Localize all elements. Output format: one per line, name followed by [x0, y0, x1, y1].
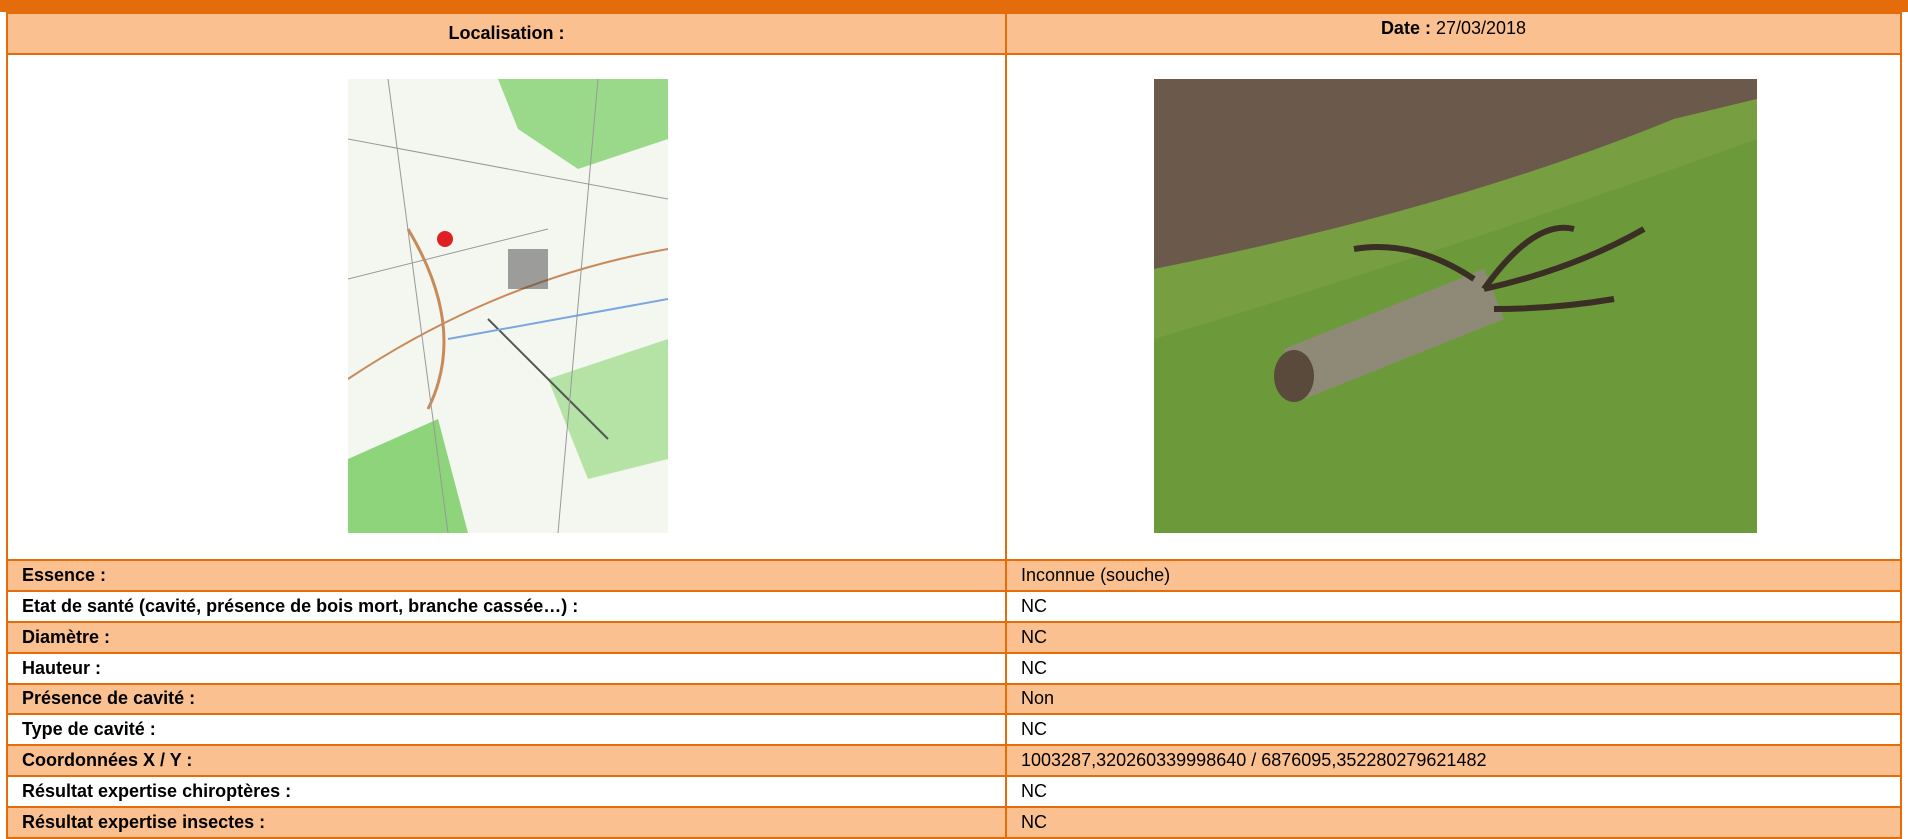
row-value: NC	[1005, 589, 1902, 623]
row-value: Inconnue (souche)	[1005, 559, 1902, 592]
row-label: Résultat expertise chiroptères :	[6, 775, 1007, 809]
date-value: 27/03/2018	[1435, 18, 1527, 38]
row-label: Etat de santé (cavité, présence de bois …	[6, 589, 1007, 623]
row-label: Résultat expertise insectes :	[6, 806, 1007, 839]
row-value: NC	[1005, 713, 1902, 747]
top-bar	[0, 0, 1908, 12]
row-value: NC	[1005, 806, 1902, 839]
row-label: Type de cavité :	[6, 713, 1007, 747]
row-label: Essence :	[6, 559, 1007, 592]
row-value: NC	[1005, 651, 1902, 685]
row-label: Diamètre :	[6, 620, 1007, 654]
row-value: NC	[1005, 620, 1902, 654]
date-label: Date :	[1380, 18, 1431, 38]
stump-photo	[1154, 79, 1757, 533]
header-date: Date : 27/03/2018	[1005, 12, 1902, 55]
row-value: NC	[1005, 775, 1902, 809]
row-value: Non	[1005, 682, 1902, 716]
map-image	[348, 79, 668, 533]
header-localisation: Localisation :	[6, 12, 1007, 55]
row-label: Coordonnées X / Y :	[6, 744, 1007, 778]
row-value: 1003287,320260339998640 / 6876095,352280…	[1005, 744, 1902, 778]
row-label: Présence de cavité :	[6, 682, 1007, 716]
localisation-label: Localisation :	[448, 23, 565, 43]
row-label: Hauteur :	[6, 651, 1007, 685]
